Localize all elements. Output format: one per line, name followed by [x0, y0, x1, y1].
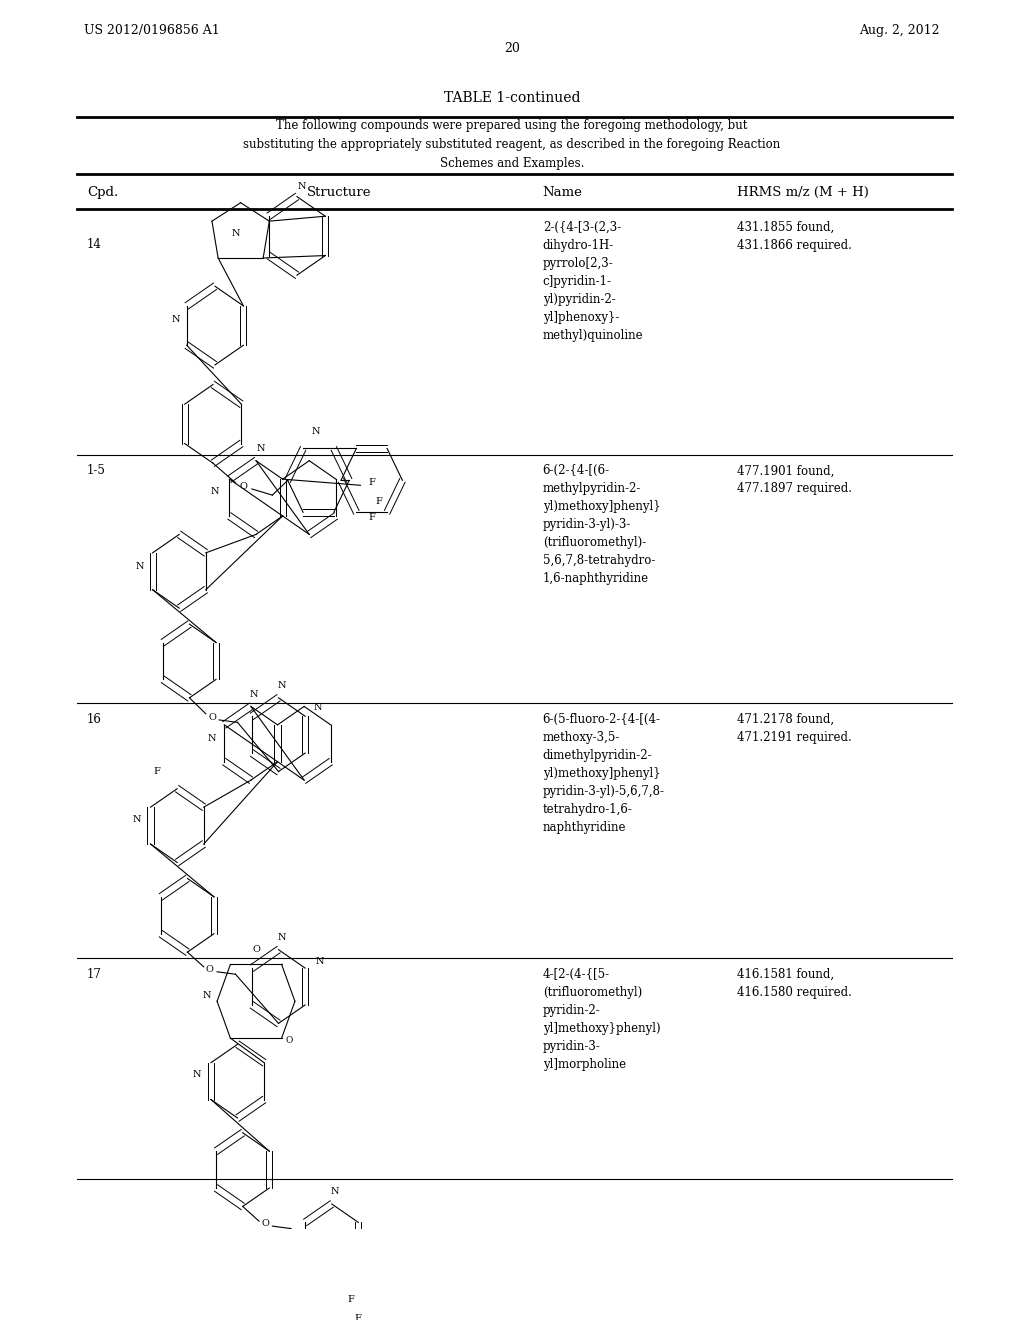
Text: N: N — [136, 562, 144, 570]
Text: O: O — [240, 482, 248, 491]
Text: O: O — [208, 713, 216, 722]
Text: N: N — [250, 689, 258, 698]
Text: 471.2178 found,
471.2191 required.: 471.2178 found, 471.2191 required. — [737, 713, 852, 743]
Text: N: N — [315, 957, 324, 966]
Text: N: N — [278, 933, 286, 942]
Text: 2-({4-[3-(2,3-
dihydro-1H-
pyrrolo[2,3-
c]pyridin-1-
yl)pyridin-2-
yl]phenoxy}-
: 2-({4-[3-(2,3- dihydro-1H- pyrrolo[2,3- … — [543, 222, 643, 342]
Text: 14: 14 — [87, 239, 102, 251]
Text: The following compounds were prepared using the foregoing methodology, but
subst: The following compounds were prepared us… — [244, 120, 780, 170]
Text: TABLE 1-continued: TABLE 1-continued — [443, 91, 581, 106]
Text: N: N — [193, 1071, 201, 1080]
Text: 17: 17 — [87, 968, 102, 981]
Text: 6-(5-fluoro-2-{4-[(4-
methoxy-3,5-
dimethylpyridin-2-
yl)methoxy]phenyl}
pyridin: 6-(5-fluoro-2-{4-[(4- methoxy-3,5- dimet… — [543, 713, 665, 833]
Text: F: F — [154, 767, 160, 776]
Text: N: N — [257, 444, 265, 453]
Text: 4-[2-(4-{[5-
(trifluoromethyl)
pyridin-2-
yl]methoxy}phenyl)
pyridin-3-
yl]morph: 4-[2-(4-{[5- (trifluoromethyl) pyridin-2… — [543, 968, 660, 1071]
Text: 416.1581 found,
416.1580 required.: 416.1581 found, 416.1580 required. — [737, 968, 852, 999]
Text: N: N — [208, 734, 216, 743]
Text: F: F — [347, 1295, 354, 1304]
Text: Structure: Structure — [307, 186, 372, 199]
Text: N: N — [313, 704, 322, 711]
Text: O: O — [261, 1220, 269, 1228]
Text: F: F — [376, 496, 382, 506]
Text: N: N — [331, 1187, 339, 1196]
Text: 6-(2-{4-[(6-
methylpyridin-2-
yl)methoxy]phenyl}
pyridin-3-yl)-3-
(trifluorometh: 6-(2-{4-[(6- methylpyridin-2- yl)methoxy… — [543, 465, 660, 585]
Text: US 2012/0196856 A1: US 2012/0196856 A1 — [84, 24, 220, 37]
Text: N: N — [231, 228, 240, 238]
Text: Aug. 2, 2012: Aug. 2, 2012 — [859, 24, 940, 37]
Text: O: O — [206, 965, 214, 974]
Text: Name: Name — [543, 186, 583, 199]
Text: N: N — [278, 681, 286, 690]
Text: N: N — [311, 426, 319, 436]
Text: HRMS m/z (M + H): HRMS m/z (M + H) — [737, 186, 869, 199]
Text: 431.1855 found,
431.1866 required.: 431.1855 found, 431.1866 required. — [737, 222, 852, 252]
Text: F: F — [369, 512, 376, 521]
Text: N: N — [133, 814, 141, 824]
Text: 1-5: 1-5 — [87, 465, 105, 478]
Text: N: N — [298, 182, 306, 191]
Text: O: O — [252, 945, 260, 954]
Text: 16: 16 — [87, 713, 102, 726]
Text: 477.1901 found,
477.1897 required.: 477.1901 found, 477.1897 required. — [737, 465, 852, 495]
Text: F: F — [369, 478, 376, 487]
Text: O: O — [285, 1036, 293, 1045]
Text: Cpd.: Cpd. — [87, 186, 119, 199]
Text: N: N — [203, 990, 211, 999]
Text: 20: 20 — [504, 42, 520, 54]
Text: N: N — [211, 487, 219, 496]
Text: N: N — [172, 315, 180, 323]
Text: F: F — [354, 1313, 360, 1320]
